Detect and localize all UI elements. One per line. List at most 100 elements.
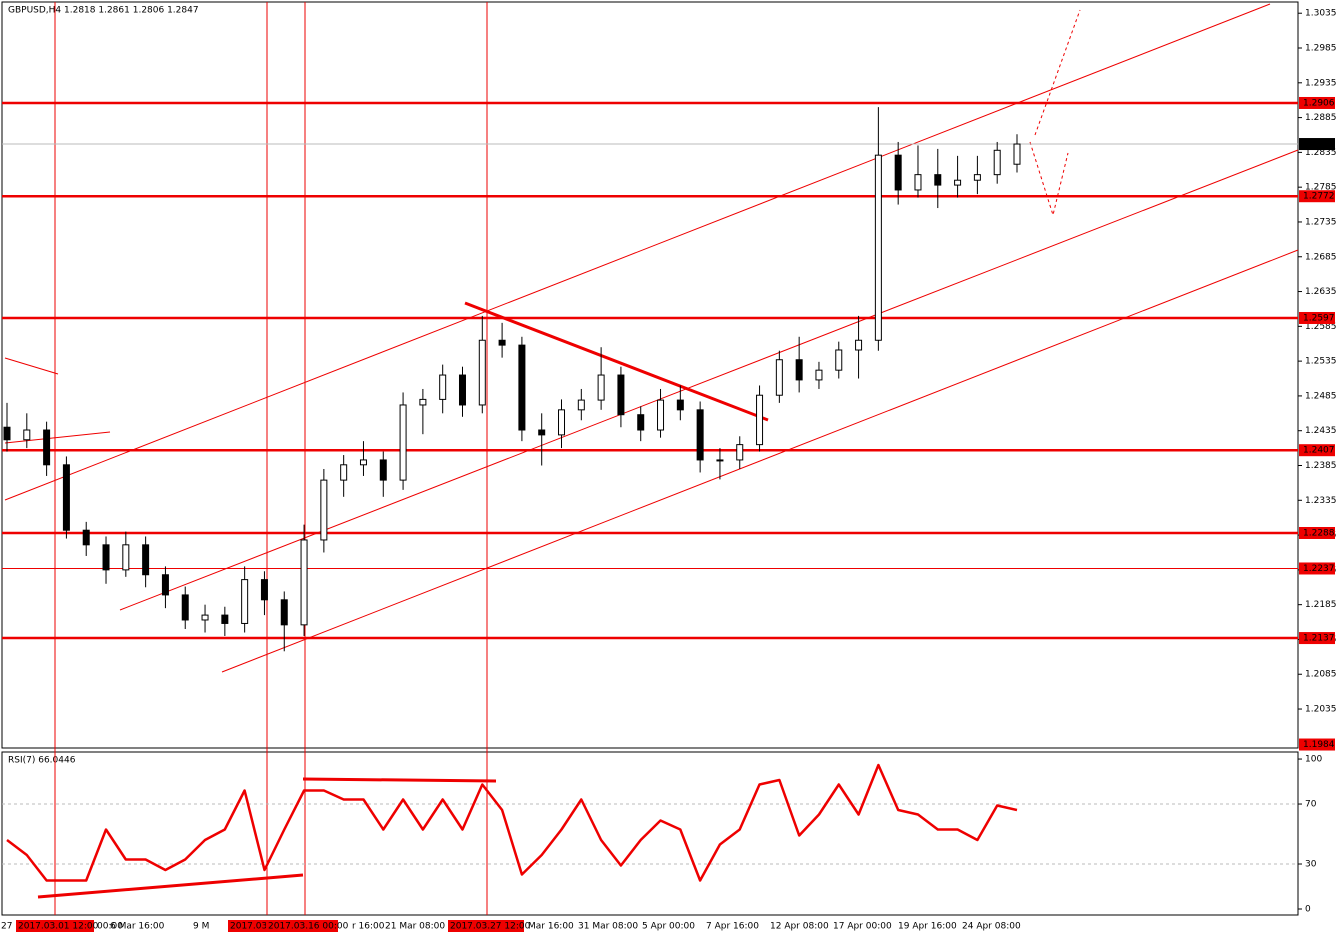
level-label: 1.2288	[1303, 528, 1335, 538]
y-tick-label: 1.2535	[1305, 357, 1337, 367]
price-panel	[1, 1, 1299, 749]
candle-body	[914, 174, 922, 191]
x-tick-label: 17 Apr 00:00	[833, 922, 892, 932]
level-label: 1.2237	[1303, 564, 1335, 574]
y-tick-label: 1.2935	[1305, 78, 1337, 88]
candle-body	[458, 374, 466, 406]
trendline	[4, 431, 111, 444]
x-tick-label: 9 M	[193, 922, 209, 932]
level-label-bg	[1299, 562, 1335, 575]
x-tick-label: 7 Apr 16:00	[706, 922, 759, 932]
x-tick-label: Mar 16:00	[528, 922, 574, 932]
candle-body	[973, 174, 981, 181]
y-tick-label: 1.2435	[1305, 426, 1337, 436]
vline-label-bg	[448, 920, 524, 932]
candle-body	[181, 594, 189, 621]
candle-body	[696, 409, 704, 461]
x-tick-label: 24 Apr 08:00	[962, 922, 1021, 932]
vline-label-bg	[266, 920, 338, 932]
candle-body	[43, 429, 51, 466]
candle-body	[815, 369, 823, 381]
level-label: 1.1984	[1303, 740, 1335, 750]
x-tick-label: 12 Apr 08:00	[770, 922, 829, 932]
candle-body	[221, 614, 229, 624]
projection	[1029, 141, 1069, 217]
level-label: 1.2772	[1303, 192, 1335, 202]
candle-body	[359, 459, 367, 466]
channel-middle	[119, 149, 1299, 611]
vline-label: 2017.03.01 12:00	[18, 922, 99, 932]
projection	[1034, 9, 1081, 136]
candle-body	[399, 404, 407, 481]
y-tick-label: 1.2985	[1305, 44, 1337, 54]
rsi-tick-label: 0	[1305, 905, 1311, 915]
trendline	[4, 357, 59, 375]
candle-body	[657, 399, 665, 431]
x-tick-label: 27	[1, 922, 12, 932]
level-label-bg	[1299, 526, 1335, 539]
x-tick-label: 6 Mar 16:00	[110, 922, 165, 932]
rsi-panel	[1, 751, 1299, 916]
rsi-tick-label: 100	[1305, 755, 1322, 765]
candle-body	[775, 359, 783, 396]
y-tick-label: 1.2885	[1305, 113, 1337, 123]
candle-body	[280, 599, 288, 626]
candle-body	[260, 579, 268, 601]
candle-body	[419, 398, 427, 406]
level-label: 1.2906	[1303, 98, 1335, 108]
y-tick-label: 1.2635	[1305, 287, 1337, 297]
level-label-bg	[1299, 632, 1335, 645]
candle-body	[736, 444, 744, 461]
y-tick-label: 1.2785	[1305, 183, 1337, 193]
x-tick-label: 31 Mar 08:00	[578, 922, 638, 932]
channel-upper	[4, 3, 1271, 501]
level-label: 1.2137	[1303, 634, 1335, 644]
candle-body	[954, 179, 962, 186]
y-tick-label: 1.2185	[1305, 600, 1337, 610]
candle-body	[597, 374, 605, 401]
candle-body	[300, 539, 308, 626]
candle-body	[82, 529, 90, 546]
candle-body	[3, 426, 11, 441]
vline-label-bg	[16, 920, 94, 932]
candle-body	[1013, 143, 1021, 165]
candle-body	[478, 339, 486, 406]
level-label-bg	[1299, 96, 1335, 109]
level-label-bg	[1299, 738, 1335, 751]
y-tick-label: 1.3035	[1305, 9, 1337, 19]
candle-body	[23, 429, 31, 441]
level-label: 1.2407	[1303, 446, 1335, 456]
candle-body	[934, 174, 942, 186]
candle-body	[498, 339, 506, 346]
candle-body	[538, 429, 546, 436]
y-tick-label: 1.2585	[1305, 322, 1337, 332]
x-tick-label: 21 Mar 08:00	[385, 922, 445, 932]
level-label-bg	[1299, 311, 1335, 324]
x-tick-label: 00:00	[97, 922, 123, 932]
candle-body	[241, 579, 249, 624]
vline-label: 2017.03.	[230, 922, 270, 932]
channel-lower	[221, 249, 1299, 673]
candle-body	[122, 544, 130, 571]
candle-body	[161, 574, 169, 596]
candle-body	[558, 409, 566, 436]
level-label-bg	[1299, 444, 1335, 457]
candle-body	[795, 359, 803, 381]
candle-body	[637, 414, 645, 431]
y-tick-label: 1.2085	[1305, 670, 1337, 680]
candle-body	[142, 544, 150, 576]
y-tick-label: 1.2735	[1305, 217, 1337, 227]
candle-body	[379, 459, 387, 481]
rsi-tick-label: 70	[1305, 800, 1317, 810]
y-tick-label: 1.2385	[1305, 461, 1337, 471]
level-label: 1.2597	[1303, 313, 1335, 323]
level-label-bg	[1299, 190, 1335, 203]
candle-body	[716, 459, 724, 462]
y-tick-label: 1.2835	[1305, 148, 1337, 158]
trendline	[464, 301, 769, 422]
y-tick-label: 1.2335	[1305, 496, 1337, 506]
candle-body	[855, 339, 863, 351]
candle-body	[676, 399, 684, 411]
y-tick-label: 1.2035	[1305, 705, 1337, 715]
